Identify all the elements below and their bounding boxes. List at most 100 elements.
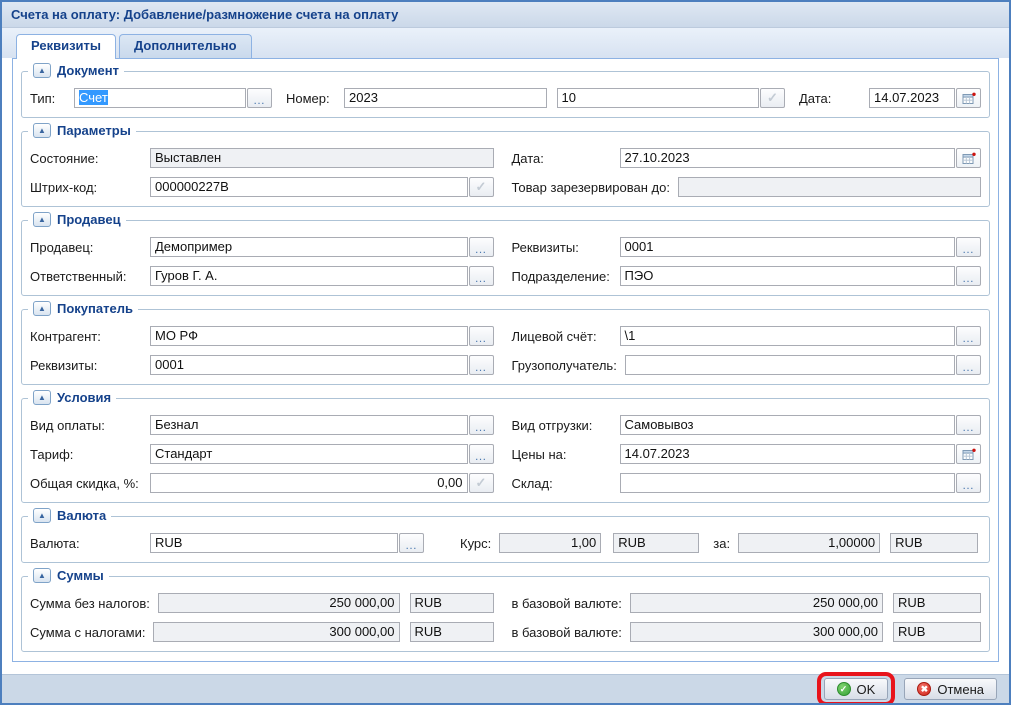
buyer-row-2: Реквизиты: 0001 … Грузополучатель: … (30, 355, 981, 375)
seller-label: Продавец: (30, 239, 94, 255)
section-parameters-title: Параметры (57, 123, 131, 138)
gross-sum-label: Сумма с налогами: (30, 624, 146, 640)
seller-lookup-button[interactable]: … (468, 237, 494, 257)
number-extra-field[interactable]: 10 (556, 88, 759, 108)
responsible-field[interactable]: Гуров Г. А. (150, 266, 468, 286)
ellipsis-icon: … (962, 271, 975, 285)
tab-additional[interactable]: Дополнительно (119, 34, 252, 58)
counterparty-label: Контрагент: (30, 328, 101, 344)
ellipsis-icon: … (474, 331, 488, 345)
ellipsis-icon: … (962, 242, 975, 256)
net-sum-field: 250 000,00 (157, 593, 400, 613)
section-sums-title: Суммы (57, 568, 104, 583)
tariff-lookup-button[interactable]: … (468, 444, 494, 464)
currency-label: Валюта: (30, 535, 80, 551)
section-document: ▲ Документ Тип: Счет … Номер: 2023 10 ✓ … (21, 63, 990, 118)
type-field[interactable]: Счет (74, 88, 246, 108)
doc-date-calendar-button[interactable] (956, 88, 981, 108)
section-conditions: ▲ Условия Вид оплаты: Безнал … Вид отгру… (21, 390, 990, 503)
payment-type-label: Вид оплаты: (30, 417, 105, 433)
section-buyer: ▲ Покупатель Контрагент: МО РФ … Лицевой… (21, 301, 990, 385)
payment-type-lookup-button[interactable]: … (468, 415, 494, 435)
section-parameters: ▲ Параметры Состояние: Выставлен Дата: 2… (21, 123, 990, 207)
currency-field[interactable]: RUB (150, 533, 398, 553)
seller-field[interactable]: Демопример (150, 237, 468, 257)
consignee-label: Грузополучатель: (511, 357, 617, 373)
conditions-row-1: Вид оплаты: Безнал … Вид отгрузки: Самов… (30, 415, 981, 435)
ellipsis-icon: … (962, 478, 975, 492)
counterparty-lookup-button[interactable]: … (468, 326, 494, 346)
discount-confirm-button[interactable]: ✓ (468, 473, 494, 493)
gross-sum-field: 300 000,00 (153, 622, 400, 642)
number-label: Номер: (286, 90, 330, 106)
tab-requisites[interactable]: Реквизиты (16, 34, 116, 59)
payment-type-field[interactable]: Безнал (150, 415, 468, 435)
net-sum-currency-field: RUB (409, 593, 494, 613)
tariff-label: Тариф: (30, 446, 74, 462)
rate-field: 1,00 (499, 533, 602, 553)
collapse-icon[interactable]: ▲ (33, 212, 51, 227)
account-lookup-button[interactable]: … (956, 326, 981, 346)
collapse-icon[interactable]: ▲ (33, 123, 51, 138)
number-confirm-button[interactable]: ✓ (760, 88, 785, 108)
consignee-field[interactable] (624, 355, 955, 375)
seller-requisites-lookup-button[interactable]: … (956, 237, 981, 257)
currency-row: Валюта: RUB … Курс: 1,00 RUB за: 1,00000… (30, 533, 981, 553)
cancel-button-label: Отмена (937, 681, 984, 697)
number-field[interactable]: 2023 (344, 88, 547, 108)
param-date-calendar-button[interactable] (956, 148, 981, 168)
warehouse-field[interactable] (619, 473, 955, 493)
collapse-icon[interactable]: ▲ (33, 390, 51, 405)
prices-date-calendar-button[interactable] (956, 444, 981, 464)
collapse-icon[interactable]: ▲ (33, 568, 51, 583)
check-icon: ✓ (767, 90, 778, 105)
counterparty-field[interactable]: МО РФ (150, 326, 468, 346)
collapse-icon[interactable]: ▲ (33, 508, 51, 523)
section-buyer-legend: ▲ Покупатель (28, 301, 138, 316)
dialog-titlebar: Счета на оплату: Добавление/размножение … (2, 2, 1009, 28)
ok-check-icon: ✓ (836, 682, 851, 696)
doc-date-field[interactable]: 14.07.2023 (869, 88, 955, 108)
section-parameters-legend: ▲ Параметры (28, 123, 136, 138)
section-seller: ▲ Продавец Продавец: Демопример … Реквиз… (21, 212, 990, 296)
discount-field[interactable]: 0,00 (150, 473, 468, 493)
buyer-requisites-field[interactable]: 0001 (150, 355, 468, 375)
type-lookup-button[interactable]: … (247, 88, 272, 108)
barcode-field[interactable]: 000000227B (150, 177, 468, 197)
reserved-field (677, 177, 981, 197)
seller-requisites-label: Реквизиты: (511, 239, 579, 255)
ellipsis-icon: … (474, 449, 488, 463)
buyer-requisites-lookup-button[interactable]: … (468, 355, 494, 375)
section-document-legend: ▲ Документ (28, 63, 124, 78)
shipment-type-lookup-button[interactable]: … (956, 415, 981, 435)
param-date-field[interactable]: 27.10.2023 (619, 148, 955, 168)
check-icon: ✓ (475, 179, 487, 194)
currency-lookup-button[interactable]: … (399, 533, 424, 553)
department-lookup-button[interactable]: … (956, 266, 981, 286)
tariff-field[interactable]: Стандарт (150, 444, 468, 464)
shipment-type-field[interactable]: Самовывоз (619, 415, 955, 435)
ok-highlight-annotation: ✓ OK (816, 672, 896, 703)
doc-date-label: Дата: (799, 90, 832, 106)
seller-requisites-field[interactable]: 0001 (619, 237, 955, 257)
collapse-icon[interactable]: ▲ (33, 63, 51, 78)
collapse-icon[interactable]: ▲ (33, 301, 51, 316)
cancel-button[interactable]: ✖ Отмена (904, 678, 997, 700)
barcode-confirm-button[interactable]: ✓ (468, 177, 494, 197)
consignee-lookup-button[interactable]: … (956, 355, 981, 375)
buyer-row-1: Контрагент: МО РФ … Лицевой счёт: \1 … (30, 326, 981, 346)
account-field[interactable]: \1 (619, 326, 955, 346)
dialog-title: Счета на оплату: Добавление/размножение … (11, 7, 399, 22)
button-bar: ✓ OK ✖ Отмена (2, 672, 1009, 703)
prices-date-field[interactable]: 14.07.2023 (619, 444, 955, 464)
responsible-lookup-button[interactable]: … (468, 266, 494, 286)
section-seller-title: Продавец (57, 212, 121, 227)
section-currency-legend: ▲ Валюта (28, 508, 112, 523)
ok-button[interactable]: ✓ OK (823, 678, 889, 700)
department-field[interactable]: ПЭО (619, 266, 955, 286)
sums-row-1: Сумма без налогов: 250 000,00 RUB в базо… (30, 593, 981, 613)
per-field: 1,00000 (738, 533, 881, 553)
warehouse-lookup-button[interactable]: … (956, 473, 981, 493)
account-label: Лицевой счёт: (511, 328, 597, 344)
